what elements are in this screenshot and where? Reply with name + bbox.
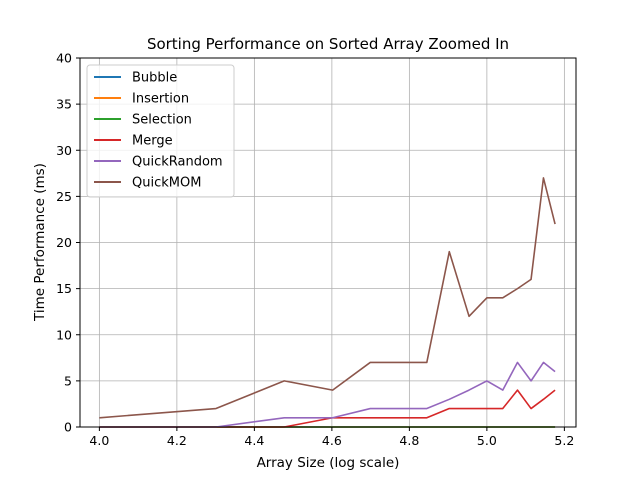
y-tick-label: 0 — [64, 420, 72, 435]
x-axis-label: Array Size (log scale) — [257, 455, 400, 471]
x-tick-label: 4.2 — [167, 433, 187, 448]
legend-label-quickmom: QuickMOM — [132, 176, 201, 191]
legend-box — [86, 64, 235, 198]
legend-label-bubble: Bubble — [132, 71, 177, 86]
y-tick-label: 30 — [56, 143, 72, 158]
chart-title: Sorting Performance on Sorted Array Zoom… — [147, 35, 509, 53]
x-tick-label: 5.0 — [477, 433, 497, 448]
series-line-quickrandom — [99, 361, 556, 428]
y-tick-label: 10 — [56, 327, 72, 342]
legend-label-merge: Merge — [132, 134, 173, 149]
y-tick-label: 15 — [56, 281, 72, 296]
y-tick-label: 20 — [56, 235, 72, 250]
y-tick-label: 5 — [64, 373, 72, 388]
x-tick-label: 4.8 — [399, 433, 419, 448]
legend: Bubble Insertion Selection Merge QuickRandom… — [86, 64, 235, 198]
y-tick-label: 40 — [56, 51, 72, 66]
series-line-merge — [99, 389, 556, 428]
series-line-quickmom — [99, 177, 556, 419]
y-tick-label: 25 — [56, 189, 72, 204]
y-axis-ticks: 0 5 10 15 20 25 30 35 40 — [56, 51, 80, 435]
legend-label-selection: Selection — [132, 113, 192, 128]
y-tick-label: 35 — [56, 97, 72, 112]
x-axis-ticks: 4.0 4.2 4.4 4.6 4.8 5.0 5.2 — [89, 427, 574, 448]
y-axis-label: Time Performance (ms) — [32, 163, 48, 322]
legend-label-insertion: Insertion — [132, 92, 189, 107]
legend-label-quickrandom: QuickRandom — [132, 155, 223, 170]
x-tick-label: 5.2 — [554, 433, 574, 448]
x-tick-label: 4.6 — [322, 433, 342, 448]
x-tick-label: 4.0 — [89, 433, 109, 448]
x-tick-label: 4.4 — [244, 433, 264, 448]
